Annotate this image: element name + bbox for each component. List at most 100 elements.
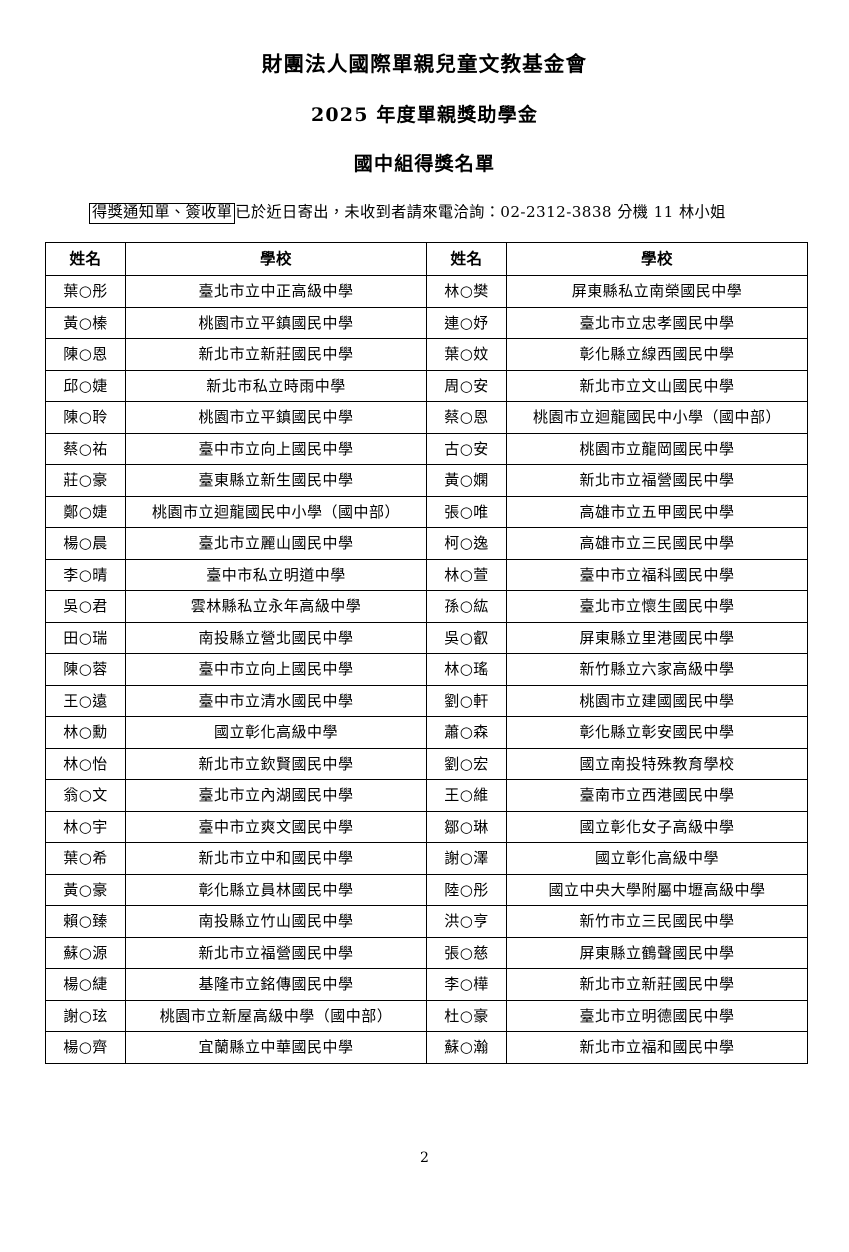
recipient-name-left: 陳○聆	[45, 401, 126, 434]
recipient-name-left: 楊○齊	[45, 1031, 126, 1064]
recipient-name-left: 陳○蓉	[45, 653, 126, 686]
recipient-school-left: 臺中市立爽文國民中學	[125, 810, 427, 844]
recipient-school-right: 臺南市立西港國民中學	[506, 779, 808, 812]
recipient-name-right: 周○安	[426, 369, 507, 403]
table-row: 陳○聆 桃園市立平鎮國民中學 蔡○恩 桃園市立迴龍國民中小學（國中部）	[45, 401, 808, 434]
recipient-school-right: 屏東縣立鶴聲國民中學	[506, 936, 808, 970]
page-subtitle: 2025 年度單親獎助學金	[310, 103, 539, 126]
page-number: 2	[420, 1150, 429, 1166]
column-header-name-left: 姓名	[45, 242, 126, 277]
table-row: 林○勳 國立彰化高級中學 蕭○森 彰化縣立彰安國民中學	[45, 716, 808, 749]
table-row: 林○怡 新北市立欽賢國民中學 劉○宏 國立南投特殊教育學校	[45, 747, 808, 781]
recipient-school-left: 新北市立新莊國民中學	[125, 338, 427, 371]
recipient-school-left: 臺中市立向上國民中學	[125, 653, 427, 686]
table-row: 蔡○祐 臺中市立向上國民中學 古○安 桃園市立龍岡國民中學	[45, 432, 808, 466]
table-row: 楊○晨 臺北市立麗山國民中學 柯○逸 高雄市立三民國民中學	[45, 527, 808, 560]
recipient-school-right: 國立彰化高級中學	[506, 842, 808, 875]
recipient-name-left: 林○怡	[45, 747, 126, 781]
recipient-name-right: 洪○亨	[426, 905, 507, 938]
recipient-name-left: 鄭○婕	[45, 495, 126, 529]
recipient-school-left: 桃園市立新屋高級中學（國中部）	[125, 999, 427, 1033]
recipient-name-left: 葉○彤	[45, 275, 126, 308]
award-list-table: 姓名 學校 姓名 學校 葉○彤 臺北市立中正高級中學 林○樊 屏東縣私立南榮國民中學黃…	[45, 242, 808, 1064]
recipient-name-right: 李○樺	[426, 968, 507, 1001]
recipient-school-right: 屏東縣私立南榮國民中學	[506, 275, 808, 308]
recipient-school-right: 新北市立福營國民中學	[506, 464, 808, 497]
recipient-name-right: 吳○叡	[426, 621, 507, 655]
recipient-school-left: 新北市立福營國民中學	[125, 936, 427, 970]
recipient-school-right: 彰化縣立彰安國民中學	[506, 716, 808, 749]
notice-boxed-text: 得獎通知單、簽收單	[89, 203, 236, 225]
recipient-name-left: 楊○晨	[45, 527, 126, 560]
table-row: 邱○婕 新北市私立時雨中學 周○安 新北市立文山國民中學	[45, 369, 808, 403]
column-header-name-right: 姓名	[426, 242, 507, 277]
document-page: 財團法人國際單親兒童文教基金會 2025 年度單親獎助學金 國中組得獎名單 得獎…	[0, 52, 849, 1252]
recipient-name-left: 蘇○源	[45, 936, 126, 970]
recipient-name-right: 林○樊	[426, 275, 507, 308]
recipient-name-right: 孫○紘	[426, 590, 507, 623]
table-row: 林○宇 臺中市立爽文國民中學 鄒○琳 國立彰化女子高級中學	[45, 810, 808, 844]
recipient-school-right: 臺中市立福科國民中學	[506, 558, 808, 592]
table-row: 陳○蓉 臺中市立向上國民中學 林○瑤 新竹縣立六家高級中學	[45, 653, 808, 686]
recipient-school-right: 國立南投特殊教育學校	[506, 747, 808, 781]
table-row: 翁○文 臺北市立內湖國民中學 王○維 臺南市立西港國民中學	[45, 779, 808, 812]
recipient-school-left: 臺中市私立明道中學	[125, 558, 427, 592]
table-row: 葉○希 新北市立中和國民中學 謝○澤 國立彰化高級中學	[45, 842, 808, 875]
recipient-school-left: 桃園市立迴龍國民中小學（國中部）	[125, 495, 427, 529]
recipient-school-right: 高雄市立五甲國民中學	[506, 495, 808, 529]
table-row: 吳○君 雲林縣私立永年高級中學 孫○紘 臺北市立懷生國民中學	[45, 590, 808, 623]
recipient-school-left: 新北市立欽賢國民中學	[125, 747, 427, 781]
recipient-school-right: 桃園市立建國國民中學	[506, 684, 808, 718]
column-header-school-right: 學校	[506, 242, 808, 277]
recipient-school-right: 桃園市立迴龍國民中小學（國中部）	[506, 401, 808, 434]
recipient-name-right: 劉○軒	[426, 684, 507, 718]
recipient-school-left: 南投縣立竹山國民中學	[125, 905, 427, 938]
recipient-name-right: 鄒○琳	[426, 810, 507, 844]
recipient-school-right: 新北市立福和國民中學	[506, 1031, 808, 1064]
recipient-school-left: 南投縣立營北國民中學	[125, 621, 427, 655]
recipient-name-left: 邱○婕	[45, 369, 126, 403]
recipient-school-right: 新北市立文山國民中學	[506, 369, 808, 403]
recipient-name-right: 杜○豪	[426, 999, 507, 1033]
table-row: 賴○臻 南投縣立竹山國民中學 洪○亨 新竹市立三民國民中學	[45, 905, 808, 938]
recipient-name-left: 田○瑞	[45, 621, 126, 655]
recipient-name-left: 王○遠	[45, 684, 126, 718]
table-row: 陳○恩 新北市立新莊國民中學 葉○妏 彰化縣立線西國民中學	[45, 338, 808, 371]
column-header-school-left: 學校	[125, 242, 427, 277]
recipient-school-right: 新竹縣立六家高級中學	[506, 653, 808, 686]
recipient-school-left: 雲林縣私立永年高級中學	[125, 590, 427, 623]
recipient-name-left: 陳○恩	[45, 338, 126, 371]
recipient-school-left: 基隆市立銘傳國民中學	[125, 968, 427, 1001]
recipient-school-left: 桃園市立平鎮國民中學	[125, 306, 427, 340]
table-row: 李○晴 臺中市私立明道中學 林○萱 臺中市立福科國民中學	[45, 558, 808, 592]
recipient-name-right: 陸○彤	[426, 873, 507, 907]
recipient-name-right: 連○妤	[426, 306, 507, 340]
table-body: 葉○彤 臺北市立中正高級中學 林○樊 屏東縣私立南榮國民中學 黃○榛 桃園市立平鎮國民中學…	[45, 275, 808, 1064]
recipient-school-left: 臺北市立內湖國民中學	[125, 779, 427, 812]
recipient-school-right: 國立彰化女子高級中學	[506, 810, 808, 844]
recipient-school-left: 臺東縣立新生國民中學	[125, 464, 427, 497]
table-row: 楊○緁 基隆市立銘傳國民中學 李○樺 新北市立新莊國民中學	[45, 968, 808, 1001]
recipient-school-right: 臺北市立明德國民中學	[506, 999, 808, 1033]
recipient-name-left: 林○宇	[45, 810, 126, 844]
recipient-school-right: 新竹市立三民國民中學	[506, 905, 808, 938]
title-block: 財團法人國際單親兒童文教基金會 2025 年度單親獎助學金 國中組得獎名單	[0, 52, 849, 176]
recipient-name-left: 葉○希	[45, 842, 126, 875]
recipient-name-left: 吳○君	[45, 590, 126, 623]
page-section-title: 國中組得獎名單	[353, 153, 496, 176]
recipient-name-right: 王○維	[426, 779, 507, 812]
recipient-name-right: 劉○宏	[426, 747, 507, 781]
recipient-school-right: 臺北市立忠孝國民中學	[506, 306, 808, 340]
recipient-name-right: 黃○嫻	[426, 464, 507, 497]
recipient-school-left: 臺中市立清水國民中學	[125, 684, 427, 718]
recipient-name-right: 張○唯	[426, 495, 507, 529]
recipient-school-left: 臺北市立中正高級中學	[125, 275, 427, 308]
table-row: 謝○玹 桃園市立新屋高級中學（國中部） 杜○豪 臺北市立明德國民中學	[45, 999, 808, 1033]
recipient-school-right: 新北市立新莊國民中學	[506, 968, 808, 1001]
table-row: 鄭○婕 桃園市立迴龍國民中小學（國中部） 張○唯 高雄市立五甲國民中學	[45, 495, 808, 529]
recipient-name-left: 楊○緁	[45, 968, 126, 1001]
recipient-name-left: 賴○臻	[45, 905, 126, 938]
recipient-school-right: 國立中央大學附屬中壢高級中學	[506, 873, 808, 907]
recipient-name-left: 蔡○祐	[45, 432, 126, 466]
recipient-school-left: 臺北市立麗山國民中學	[125, 527, 427, 560]
